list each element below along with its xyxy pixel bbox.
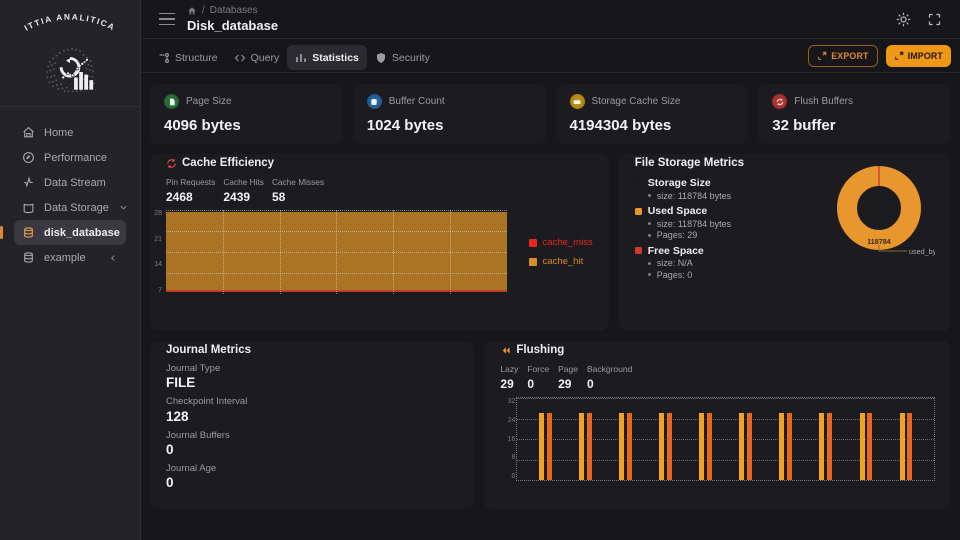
svg-text:ITTIA ANALITICA: ITTIA ANALITICA (22, 12, 117, 33)
svg-text:used_bytes: used_bytes (909, 247, 935, 256)
svg-text:118784: 118784 (867, 237, 891, 246)
